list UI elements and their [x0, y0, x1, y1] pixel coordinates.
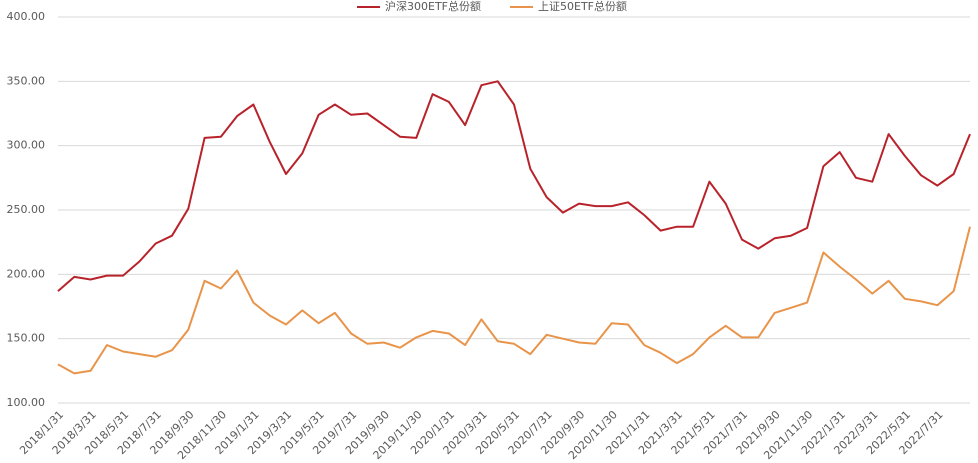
y-tick-label: 150.00	[7, 332, 46, 345]
series-line	[57, 226, 971, 375]
y-tick-label: 400.00	[7, 10, 46, 23]
y-tick-label: 250.00	[7, 203, 46, 216]
legend-label: 上证50ETF总份额	[538, 0, 627, 13]
y-tick-label: 300.00	[7, 139, 46, 152]
legend-label: 沪深300ETF总份额	[385, 0, 481, 13]
series-line	[57, 80, 971, 292]
y-tick-label: 100.00	[7, 396, 46, 409]
y-tick-label: 200.00	[7, 267, 46, 280]
y-tick-label: 350.00	[7, 74, 46, 87]
